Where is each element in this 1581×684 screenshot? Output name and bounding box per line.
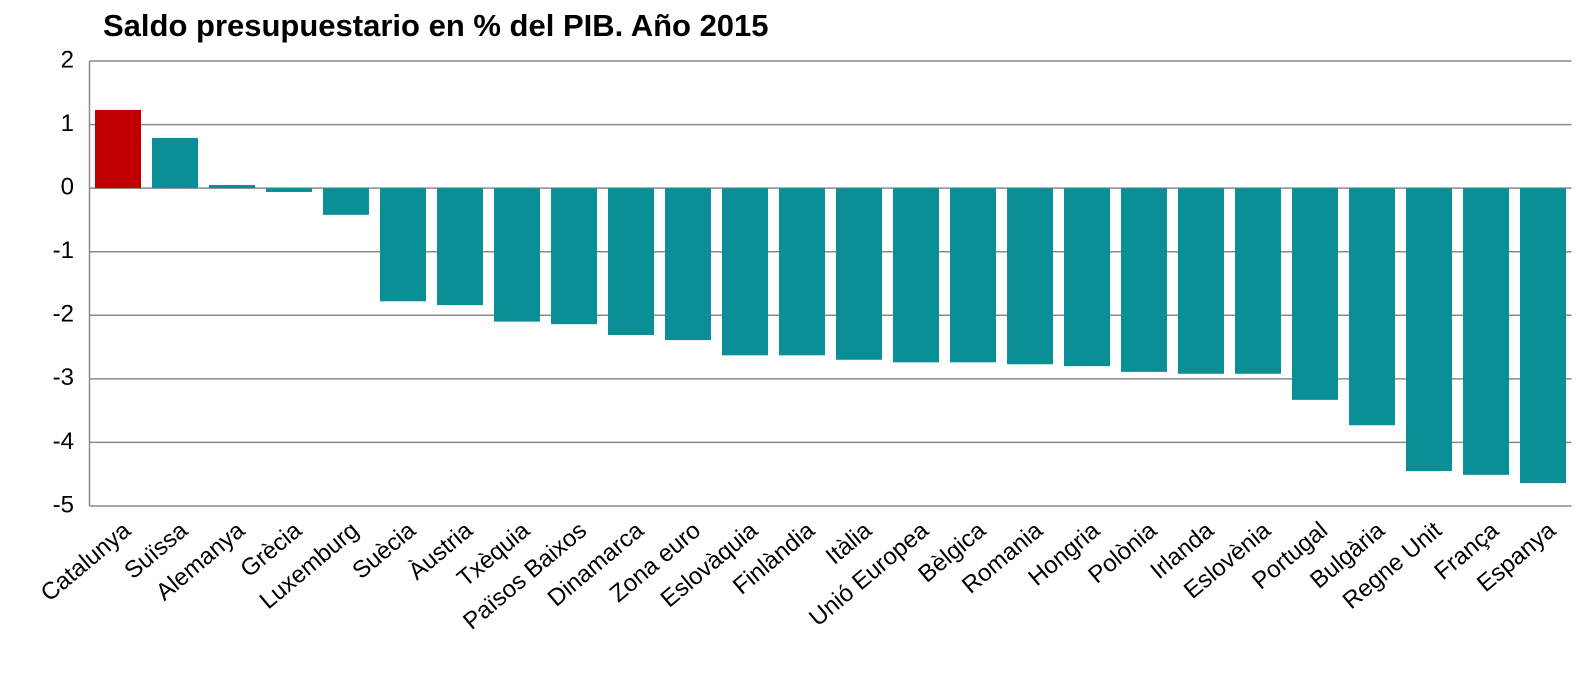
bar (437, 188, 483, 306)
bar (836, 188, 882, 360)
bar (779, 188, 825, 356)
bar (1235, 188, 1281, 374)
bar (893, 188, 939, 363)
y-tick-label: -1 (53, 237, 74, 264)
bar (266, 188, 312, 192)
bar (1121, 188, 1167, 372)
bar (209, 184, 255, 189)
bar (1007, 188, 1053, 365)
y-tick-label: 1 (61, 110, 74, 137)
bar (1064, 188, 1110, 367)
y-tick-label: 2 (61, 46, 74, 73)
bar (494, 188, 540, 322)
bar (1520, 188, 1566, 484)
bar (1178, 188, 1224, 374)
bar (1349, 188, 1395, 426)
bar (551, 188, 597, 325)
y-tick-label: -3 (53, 364, 74, 391)
bar (1463, 188, 1509, 475)
y-tick-label: -5 (53, 491, 74, 518)
bar (950, 188, 996, 363)
y-tick-label: -4 (53, 428, 74, 455)
bar (380, 188, 426, 302)
y-tick-label: 0 (61, 173, 74, 200)
chart-title: Saldo presupuestario en % del PIB. Año 2… (103, 8, 769, 43)
bar (1406, 188, 1452, 472)
y-tick-label: -2 (53, 301, 74, 328)
bar (608, 188, 654, 335)
bar (152, 137, 198, 189)
bar (722, 188, 768, 356)
bar (323, 188, 369, 215)
bar (665, 188, 711, 341)
bar (95, 109, 141, 189)
bar (1292, 188, 1338, 400)
